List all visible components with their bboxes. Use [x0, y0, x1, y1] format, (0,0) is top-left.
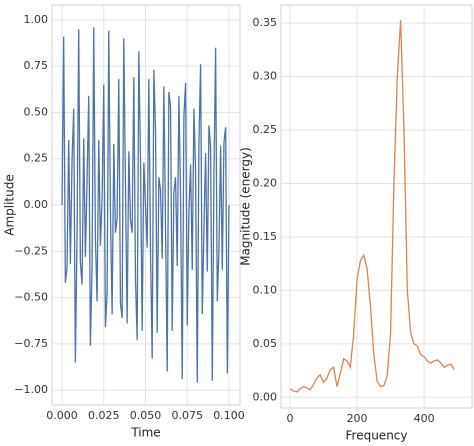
- data-line: [61, 27, 230, 383]
- y-axis-label: Magnitude (energy): [239, 147, 253, 266]
- y-tick-label: 0.00: [253, 390, 278, 403]
- y-tick-label: 0.25: [24, 152, 49, 165]
- x-tick-label: 0.000: [46, 409, 78, 422]
- x-tick-label: 0.050: [130, 409, 162, 422]
- x-tick-label: 0.075: [171, 409, 203, 422]
- y-tick-label: 0.25: [253, 123, 278, 136]
- y-tick-label: 0.10: [253, 283, 278, 296]
- x-tick-label: 0: [287, 412, 294, 425]
- x-tick-label: 200: [347, 412, 368, 425]
- y-tick-label: 0.15: [253, 230, 278, 243]
- y-tick-label: 0.20: [253, 177, 278, 190]
- y-tick-label: 0.75: [24, 59, 49, 72]
- x-axis-label: Frequency: [346, 429, 408, 443]
- plot-area: [280, 4, 473, 409]
- y-tick-label: 0.05: [253, 337, 278, 350]
- y-tick-label: 0.50: [24, 105, 49, 118]
- y-tick-label: −1.00: [14, 383, 48, 396]
- y-tick-label: 1.00: [24, 13, 49, 26]
- y-tick-label: −0.50: [14, 291, 48, 304]
- y-tick-label: −0.25: [14, 244, 48, 257]
- y-axis-label: Amplitude: [3, 174, 17, 236]
- data-line: [289, 19, 455, 393]
- x-axis-label: Time: [130, 426, 160, 440]
- x-tick-label: 0.100: [213, 409, 245, 422]
- y-tick-label: 0.00: [24, 198, 49, 211]
- y-tick-label: −0.75: [14, 337, 48, 350]
- y-tick-label: 0.35: [253, 16, 278, 29]
- x-tick-label: 400: [414, 412, 435, 425]
- y-tick-label: 0.30: [253, 70, 278, 83]
- x-tick-label: 0.025: [88, 409, 120, 422]
